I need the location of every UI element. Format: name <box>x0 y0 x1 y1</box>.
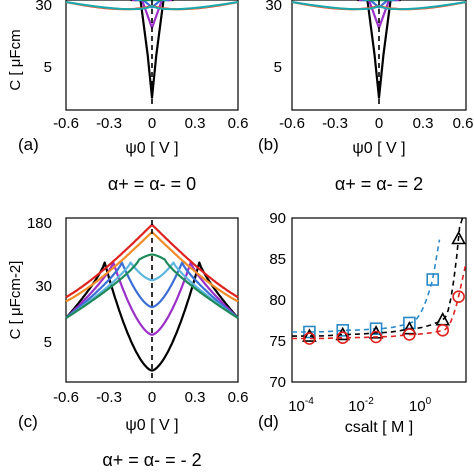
panel-a-curve-blue <box>134 0 170 9</box>
panel-a-xtick-1: -0.3 <box>96 115 122 132</box>
panel-d-xtick-0: 10-4 <box>288 396 314 415</box>
panel-c: 180 30 5 -0.6 -0.3 0 0.3 0.6 C [ μFcm-2]… <box>7 215 248 470</box>
panel-b-ytick-30: 30 <box>265 0 282 14</box>
panel-a: 30 5 -0.6 -0.3 0 0.3 0.6 C [ μFcm (a) ψ0… <box>7 0 248 194</box>
panel-c-curve-green <box>65 253 239 320</box>
panel-c-ytick-180: 180 <box>27 215 52 232</box>
panel-d-point-circle <box>336 331 350 345</box>
panel-c-curve-lightblue <box>65 261 239 319</box>
panel-d-xtick-1: 10-2 <box>348 396 374 415</box>
panel-d-point-triangle <box>302 328 317 342</box>
panel-a-ytick-30: 30 <box>35 0 52 14</box>
panel-c-xtick-1: -0.3 <box>96 389 122 406</box>
panel-b-tag: (b) <box>258 135 279 154</box>
panel-c-caption: α+ = α- = - 2 <box>102 450 201 470</box>
panel-c-frame <box>65 217 239 383</box>
panel-d-tag: (d) <box>258 412 279 431</box>
panel-b-xtick-4: 0.6 <box>453 115 474 132</box>
panel-d-point-triangle <box>402 321 417 335</box>
panel-a-caption: α+ = α- = 0 <box>108 174 196 194</box>
panel-a-tag: (a) <box>18 135 39 154</box>
panel-d-point-triangle <box>451 230 466 245</box>
panel-c-xtick-2: 0 <box>148 389 156 406</box>
panel-d-point-square <box>336 324 350 337</box>
panel-d-xlabel: csalt [ M ] <box>345 419 413 436</box>
panel-a-curves <box>65 0 239 99</box>
panel-b-xtick-2: 0 <box>375 115 383 132</box>
panel-a-xtick-3: 0.3 <box>185 115 206 132</box>
panel-d: 70 75 80 85 90 10-4 10-2 100 (d) csalt [ M ] <box>258 210 467 436</box>
panel-a-fan-teal <box>65 1 239 11</box>
panel-d-fit-triangle <box>292 217 466 337</box>
panel-d-ytick-70: 70 <box>269 374 286 391</box>
panel-d-fit-square <box>292 239 441 333</box>
panel-c-curve-black <box>65 261 239 372</box>
panel-a-xtick-2: 0 <box>148 115 156 132</box>
panel-b-ytick-5: 5 <box>274 59 282 76</box>
panel-b-curve-black <box>357 0 401 99</box>
panel-a-ylabel: C [ μFcm <box>7 29 24 90</box>
panel-b-xtick-1: -0.3 <box>322 115 348 132</box>
panel-b-frame <box>291 0 467 111</box>
panel-a-xtick-0: -0.6 <box>53 115 79 132</box>
panel-c-curves <box>65 223 239 372</box>
panel-d-point-circle <box>436 324 450 337</box>
panel-d-point-circle <box>369 330 383 344</box>
panel-c-curve-purple <box>65 261 239 336</box>
panel-a-ytick-5: 5 <box>44 59 52 76</box>
panel-b-fan-teal <box>291 1 467 11</box>
panel-b-xlabel: ψ0 [ V ] <box>352 140 405 157</box>
panel-d-ytick-90: 90 <box>269 210 286 227</box>
panel-c-xtick-0: -0.6 <box>53 389 79 406</box>
panel-b-xtick-0: -0.6 <box>279 115 305 132</box>
panel-c-curve-blue <box>65 261 239 319</box>
panel-d-point-circle <box>452 290 465 304</box>
panel-d-point-circle <box>403 328 416 341</box>
panel-c-ytick-30: 30 <box>35 278 52 295</box>
panel-d-point-triangle <box>435 312 451 326</box>
panel-d-point-circle <box>303 332 316 345</box>
panel-c-ylabel: C [ μFcm-2] <box>7 261 24 340</box>
panel-a-xtick-4: 0.6 <box>228 115 249 132</box>
panel-d-ytick-75: 75 <box>269 333 286 350</box>
panel-a-xlabel: ψ0 [ V ] <box>125 140 178 157</box>
panel-d-xtick-2: 100 <box>409 396 432 415</box>
panel-a-curve-black <box>130 0 174 99</box>
panel-c-xlabel: ψ0 [ V ] <box>125 417 178 434</box>
panel-d-frame <box>291 217 467 383</box>
panel-d-yticks: 70 75 80 85 90 <box>269 210 286 391</box>
panel-b-curve-blue <box>361 0 397 9</box>
panel-d-ytick-80: 80 <box>269 292 286 309</box>
panel-c-ytick-5: 5 <box>44 334 52 351</box>
panel-d-point-square <box>426 273 439 286</box>
panel-b-caption: α+ = α- = 2 <box>335 174 423 194</box>
panel-b: 30 5 -0.6 -0.3 0 0.3 0.6 (b) ψ0 [ V ] α+… <box>258 0 473 194</box>
panel-b-curves <box>291 0 467 99</box>
panel-c-tag: (c) <box>18 412 38 431</box>
panel-d-markers <box>292 217 467 345</box>
panel-d-ytick-85: 85 <box>269 251 286 268</box>
panel-d-point-square <box>303 325 316 339</box>
panel-b-xtick-3: 0.3 <box>413 115 434 132</box>
panel-c-xtick-3: 0.3 <box>185 389 206 406</box>
panel-a-frame <box>65 0 239 111</box>
panel-c-xtick-4: 0.6 <box>228 389 249 406</box>
panel-d-point-square <box>369 322 383 336</box>
panel-d-fit-circle <box>292 265 467 340</box>
